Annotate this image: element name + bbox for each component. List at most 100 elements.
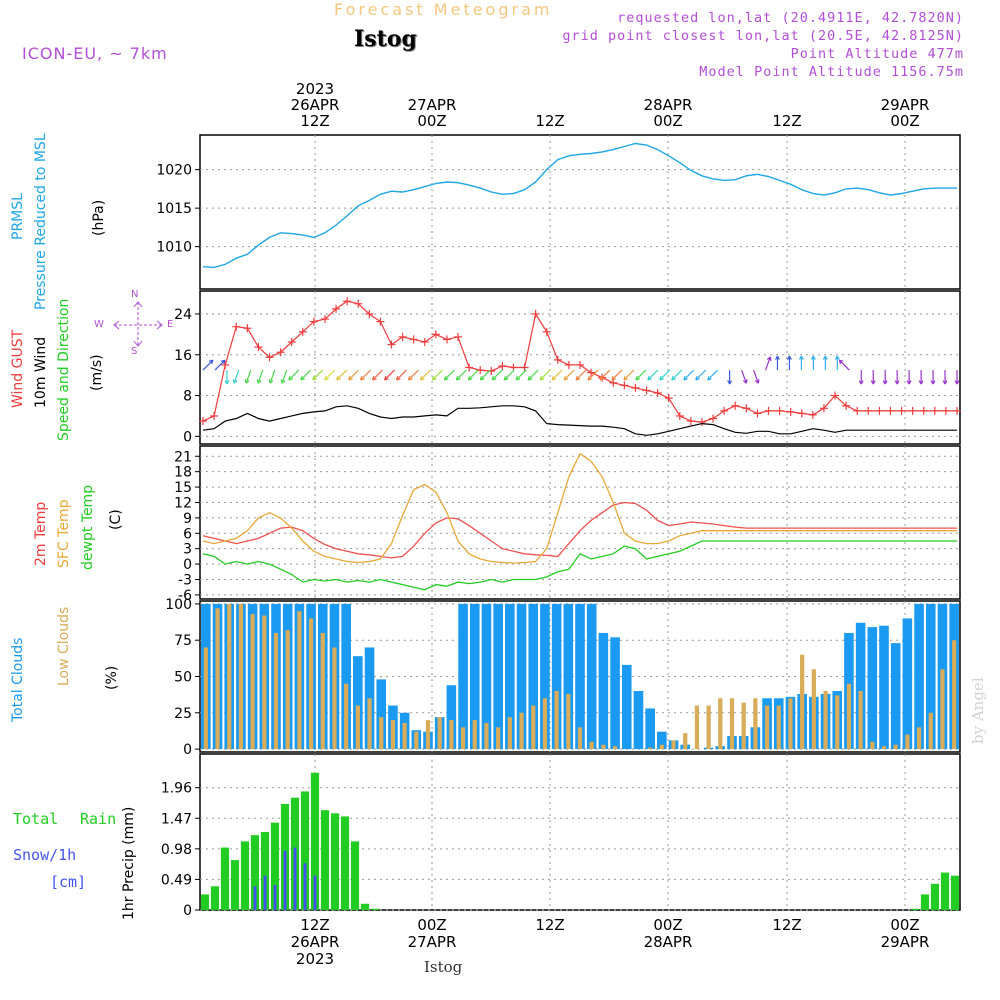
ytick-label-temperature: -3 xyxy=(178,572,192,588)
wind-direction-arrow xyxy=(623,369,635,381)
cloud-total-bar xyxy=(353,656,363,750)
cloud-total-bar xyxy=(855,622,866,750)
wind-direction-arrow xyxy=(269,369,276,384)
rain-bar xyxy=(370,908,380,910)
cloud-total-bar xyxy=(528,603,539,750)
rain-bar xyxy=(920,894,930,910)
ytick-label-wind: 16 xyxy=(174,348,192,364)
cloud-low-bar xyxy=(390,720,396,750)
bottom-axis-label: 12Z xyxy=(300,916,329,934)
ytick-label-precip: 1.96 xyxy=(161,781,192,797)
ytick-label-clouds: 75 xyxy=(174,633,192,649)
rain-bar xyxy=(300,791,310,910)
wind-direction-arrow xyxy=(245,369,252,384)
cloud-low-bar xyxy=(764,705,770,750)
snow-bar xyxy=(253,886,257,910)
cloud-low-bar xyxy=(870,741,875,750)
wind-direction-arrowhead xyxy=(647,378,652,381)
wind-direction-arrowhead xyxy=(420,378,425,381)
wind-direction-arrowhead xyxy=(872,380,876,385)
ytick-label-temperature: 6 xyxy=(183,526,192,542)
ytick-label-temperature: 0 xyxy=(183,557,192,573)
wind-direction-arrowhead xyxy=(233,380,238,384)
cloud-low-bar xyxy=(250,614,255,750)
wind-direction-arrowhead xyxy=(528,378,533,381)
rain-bar xyxy=(250,835,260,910)
compass-s: S xyxy=(131,346,138,357)
ytick-label-temperature: 18 xyxy=(174,465,192,481)
wind-direction-arrowhead xyxy=(766,356,771,360)
ytick-label-wind: 0 xyxy=(183,429,192,445)
wind-direction-arrowhead xyxy=(245,380,250,384)
top-axis-label: 26APR xyxy=(291,96,340,114)
wind-direction-arrowhead xyxy=(920,380,924,385)
rain-bar xyxy=(230,860,240,910)
wind-direction-arrow xyxy=(348,369,360,381)
pressure-line xyxy=(202,142,957,269)
cloud-low-bar xyxy=(811,669,816,750)
wind-direction-arrowhead xyxy=(408,378,413,381)
cloud-total-bar xyxy=(633,691,644,750)
ytick-label-clouds: 50 xyxy=(174,670,192,686)
cloud-low-bar xyxy=(835,695,840,750)
cloud-low-bar xyxy=(940,669,945,750)
rain-bar xyxy=(210,886,220,910)
cloud-total-bar xyxy=(493,603,503,750)
wind-direction-arrowhead xyxy=(312,378,317,381)
wind-direction-arrowhead xyxy=(348,378,353,381)
top-axis-label: 00Z xyxy=(417,112,446,130)
cloud-total-bar xyxy=(925,603,936,750)
bottom-axis-label: 00Z xyxy=(890,916,919,934)
product-title: Forecast Meteogram xyxy=(334,0,553,19)
footer-location: Istog xyxy=(424,958,463,976)
rain-bar xyxy=(910,908,920,910)
wind-direction-arrowhead xyxy=(884,380,888,385)
wind-direction-arrow xyxy=(202,359,214,371)
wind-direction-arrow xyxy=(635,369,647,381)
bottom-axis-label: 12Z xyxy=(772,916,801,934)
cloud-low-bar xyxy=(589,741,594,750)
wind-direction-arrow xyxy=(324,369,336,381)
wind-direction-arrow xyxy=(214,359,226,371)
rain-bar xyxy=(930,883,940,910)
ytick-label-clouds: 25 xyxy=(174,706,192,722)
cloud-low-bar xyxy=(367,698,372,750)
wind-direction-arrow xyxy=(587,369,599,381)
cloud-total-bar xyxy=(879,625,889,750)
wind-direction-arrow xyxy=(384,369,395,381)
cloud-low-bar xyxy=(215,608,220,750)
gridpoint-coords: grid point closest lon,lat (20.5E, 42.81… xyxy=(562,28,964,44)
wind-direction-arrowhead xyxy=(540,378,545,381)
cloud-low-bar xyxy=(460,727,466,750)
snow-bar xyxy=(263,875,267,910)
wind-10m-line xyxy=(202,405,957,436)
top-axis-label: 29APR xyxy=(881,96,930,114)
wind-direction-arrow xyxy=(420,369,431,381)
ytick-label-clouds: 100 xyxy=(165,597,192,613)
ytick-label-temperature: 9 xyxy=(183,511,192,527)
wind-direction-arrowhead xyxy=(623,378,628,381)
wind-direction-arrow xyxy=(671,369,683,381)
bottom-axis-label: 28APR xyxy=(644,933,693,951)
wind-direction-arrowhead xyxy=(516,378,521,381)
cloud-low-bar xyxy=(706,705,711,750)
cloud-low-bar xyxy=(542,698,548,750)
rain-bar xyxy=(340,816,350,910)
cloud-low-bar xyxy=(671,740,676,750)
cloud-total-bar xyxy=(540,603,550,750)
panel-frame-temperature xyxy=(199,445,961,600)
wind-direction-arrow xyxy=(444,369,455,381)
wind-direction-arrowhead xyxy=(599,378,605,381)
cloud-low-bar xyxy=(800,654,805,750)
cloud-total-bar xyxy=(551,603,562,750)
cloud-low-bar xyxy=(262,615,267,750)
wind-direction-arrowhead xyxy=(288,378,293,381)
wind-direction-arrow xyxy=(695,369,707,381)
wind-direction-arrow xyxy=(838,359,850,371)
cloud-total-bar xyxy=(890,643,901,750)
cloud-total-bar xyxy=(914,603,924,750)
wind-direction-arrow xyxy=(551,369,563,381)
wind-direction-arrow xyxy=(752,369,759,384)
wind-direction-arrowhead xyxy=(775,355,779,360)
top-axis-label: 00Z xyxy=(653,112,682,130)
